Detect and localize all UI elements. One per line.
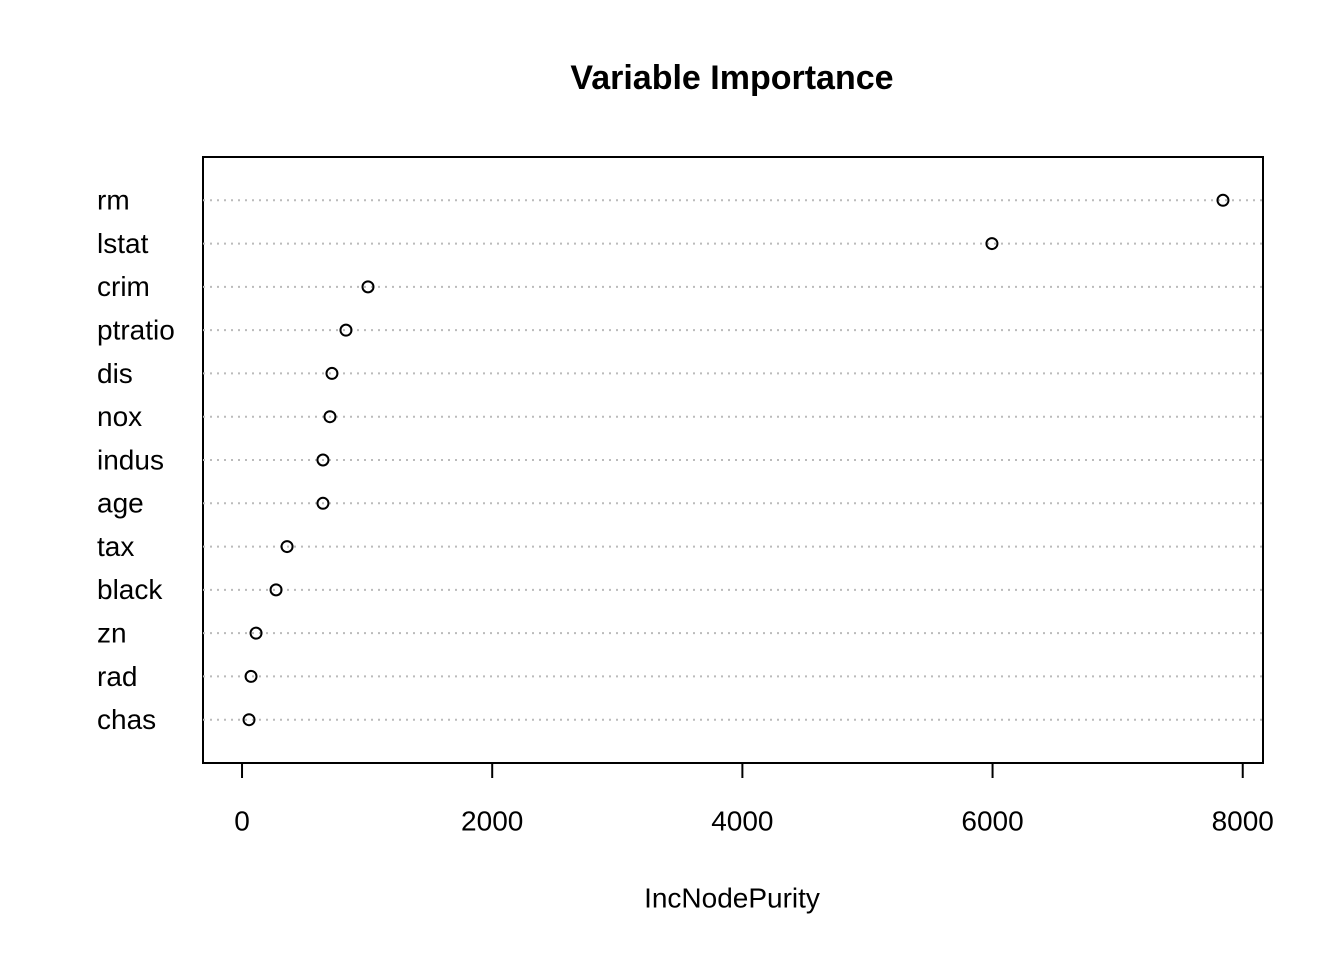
x-tick-label: 4000 — [711, 805, 773, 836]
point — [1216, 193, 1230, 207]
y-tick-label: rad — [97, 661, 137, 692]
x-tick-label: 8000 — [1212, 805, 1274, 836]
point — [985, 237, 999, 251]
point — [249, 626, 263, 640]
x-tick-label: 0 — [234, 805, 250, 836]
point — [280, 540, 294, 554]
point — [316, 453, 330, 467]
y-tick-label: chas — [97, 704, 156, 735]
y-tick-label: dis — [97, 358, 133, 389]
y-tick-label: nox — [97, 401, 142, 432]
point — [269, 583, 283, 597]
x-axis-label: IncNodePurity — [644, 882, 820, 913]
y-tick-label: age — [97, 488, 144, 519]
y-tick-label: crim — [97, 271, 150, 302]
y-tick-label: black — [97, 574, 163, 605]
point — [361, 280, 375, 294]
y-tick-label: tax — [97, 531, 134, 562]
y-tick-label: ptratio — [97, 315, 175, 346]
x-tick-label: 6000 — [961, 805, 1023, 836]
y-tick-label: zn — [97, 618, 127, 649]
point — [339, 323, 353, 337]
point — [316, 496, 330, 510]
point — [325, 366, 339, 380]
point — [242, 713, 256, 727]
chart-title: Variable Importance — [570, 59, 893, 97]
point — [323, 410, 337, 424]
y-tick-label: lstat — [97, 228, 149, 259]
x-tick-label: 2000 — [461, 805, 523, 836]
y-tick-label: indus — [97, 444, 164, 475]
y-tick-label: rm — [97, 185, 130, 216]
point — [244, 669, 258, 683]
